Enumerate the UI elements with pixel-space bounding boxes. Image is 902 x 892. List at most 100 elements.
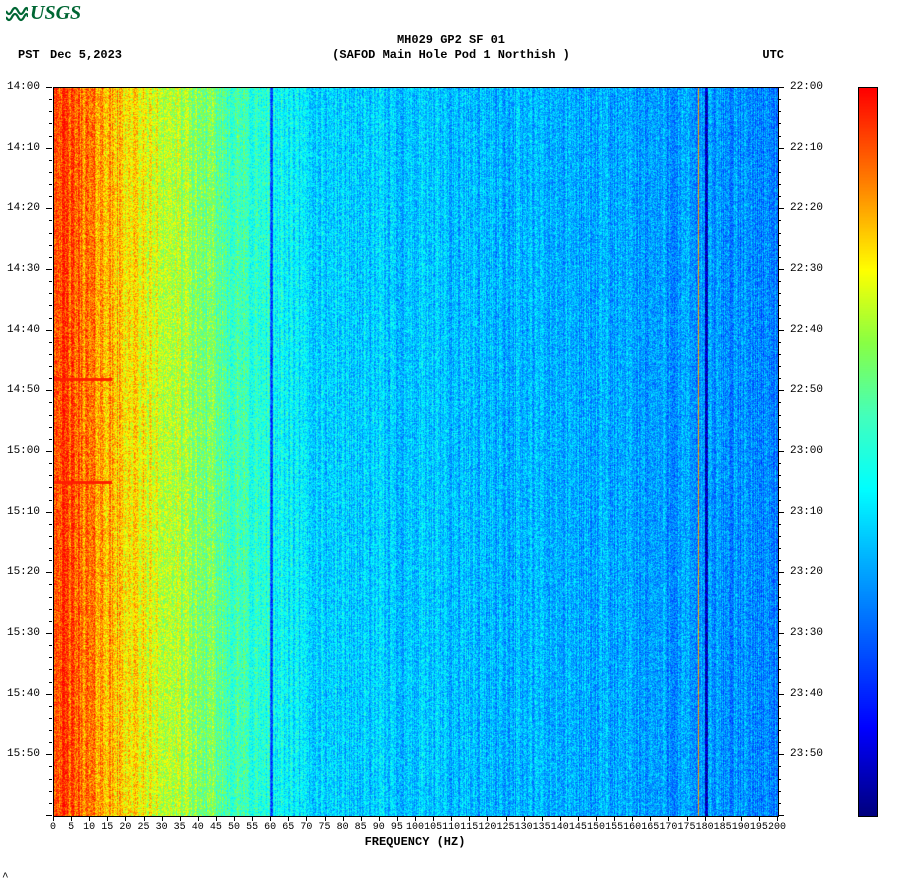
y-minor-tick-left <box>49 378 52 379</box>
x-tick <box>542 816 543 821</box>
x-tick <box>234 816 235 821</box>
x-tick <box>397 816 398 821</box>
x-tick <box>614 816 615 821</box>
x-tick <box>53 816 54 821</box>
x-tick <box>144 816 145 821</box>
y-tick-label-left: 14:50 <box>7 384 40 396</box>
x-tick-label: 90 <box>373 822 385 833</box>
y-minor-tick-right <box>778 609 781 610</box>
y-tick-left <box>46 512 52 513</box>
y-minor-tick-left <box>49 560 52 561</box>
x-tick-label: 145 <box>569 822 587 833</box>
x-tick <box>107 816 108 821</box>
x-tick-label: 80 <box>337 822 349 833</box>
y-tick-label-left: 14:40 <box>7 324 40 336</box>
y-minor-tick-right <box>778 500 781 501</box>
y-tick-right <box>778 330 784 331</box>
x-tick <box>252 816 253 821</box>
y-minor-tick-left <box>49 706 52 707</box>
y-minor-tick-right <box>778 766 781 767</box>
x-tick <box>487 816 488 821</box>
y-minor-tick-left <box>49 609 52 610</box>
y-tick-label-right: 23:40 <box>790 688 823 700</box>
x-tick <box>687 816 688 821</box>
x-tick-label: 25 <box>137 822 149 833</box>
y-minor-tick-right <box>778 463 781 464</box>
y-tick-left <box>46 269 52 270</box>
y-minor-tick-right <box>778 621 781 622</box>
y-minor-tick-left <box>49 245 52 246</box>
x-tick-label: 135 <box>533 822 551 833</box>
y-minor-tick-left <box>49 281 52 282</box>
y-minor-tick-right <box>778 257 781 258</box>
y-minor-tick-right <box>778 184 781 185</box>
x-tick-label: 0 <box>50 822 56 833</box>
y-minor-tick-left <box>49 366 52 367</box>
x-tick <box>288 816 289 821</box>
usgs-logo: USGS <box>6 2 81 25</box>
y-minor-tick-right <box>778 366 781 367</box>
y-minor-tick-right <box>778 427 781 428</box>
y-tick-label-right: 23:10 <box>790 506 823 518</box>
x-tick <box>451 816 452 821</box>
y-minor-tick-left <box>49 123 52 124</box>
y-tick-right <box>778 694 784 695</box>
y-minor-tick-left <box>49 402 52 403</box>
y-minor-tick-right <box>778 196 781 197</box>
y-tick-label-right: 22:10 <box>790 142 823 154</box>
y-tick-label-left: 15:30 <box>7 627 40 639</box>
x-tick <box>723 816 724 821</box>
x-axis-title: FREQUENCY (HZ) <box>53 835 777 849</box>
y-tick-left <box>46 754 52 755</box>
x-tick-label: 170 <box>659 822 677 833</box>
y-minor-tick-left <box>49 427 52 428</box>
y-minor-tick-left <box>49 220 52 221</box>
y-tick-label-right: 23:00 <box>790 445 823 457</box>
y-tick-label-right: 22:50 <box>790 384 823 396</box>
x-tick-label: 130 <box>515 822 533 833</box>
x-tick-label: 35 <box>174 822 186 833</box>
x-tick-label: 200 <box>768 822 786 833</box>
y-minor-tick-right <box>778 111 781 112</box>
y-tick-right <box>778 572 784 573</box>
y-minor-tick-left <box>49 257 52 258</box>
x-tick <box>469 816 470 821</box>
x-tick-label: 105 <box>424 822 442 833</box>
x-tick-label: 125 <box>496 822 514 833</box>
y-minor-tick-right <box>778 669 781 670</box>
y-tick-label-left: 14:10 <box>7 142 40 154</box>
y-minor-tick-left <box>49 196 52 197</box>
x-tick <box>198 816 199 821</box>
y-tick-left <box>46 390 52 391</box>
x-tick-label: 160 <box>623 822 641 833</box>
y-minor-tick-left <box>49 463 52 464</box>
usgs-wave-icon <box>6 3 28 25</box>
y-minor-tick-right <box>778 475 781 476</box>
y-minor-tick-right <box>778 99 781 100</box>
y-minor-tick-right <box>778 706 781 707</box>
y-minor-tick-right <box>778 160 781 161</box>
y-minor-tick-right <box>778 645 781 646</box>
y-minor-tick-left <box>49 536 52 537</box>
y-minor-tick-right <box>778 281 781 282</box>
y-minor-tick-right <box>778 439 781 440</box>
y-tick-right <box>778 633 784 634</box>
y-minor-tick-right <box>778 584 781 585</box>
y-minor-tick-left <box>49 682 52 683</box>
y-axis-left: 14:0014:1014:2014:3014:4014:5015:0015:10… <box>0 87 52 815</box>
x-tick-label: 120 <box>478 822 496 833</box>
x-tick-label: 140 <box>551 822 569 833</box>
y-tick-right <box>778 512 784 513</box>
y-minor-tick-left <box>49 487 52 488</box>
y-tick-left <box>46 572 52 573</box>
y-minor-tick-left <box>49 293 52 294</box>
y-minor-tick-right <box>778 318 781 319</box>
x-tick-label: 55 <box>246 822 258 833</box>
x-tick <box>524 816 525 821</box>
y-tick-label-left: 15:00 <box>7 445 40 457</box>
y-minor-tick-right <box>778 172 781 173</box>
usgs-logo-text: USGS <box>30 2 81 25</box>
y-minor-tick-right <box>778 123 781 124</box>
x-tick-label: 50 <box>228 822 240 833</box>
y-minor-tick-left <box>49 718 52 719</box>
